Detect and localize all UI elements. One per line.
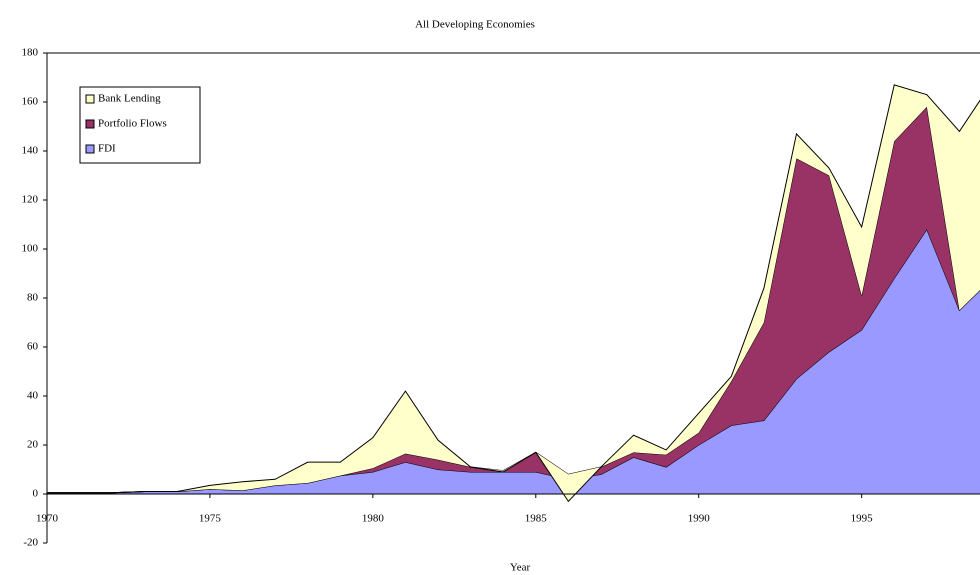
x-tick-label: 1970 bbox=[36, 513, 59, 525]
x-axis-label: Year bbox=[510, 562, 531, 574]
x-tick-label: 1985 bbox=[525, 513, 548, 525]
y-tick-label: 40 bbox=[27, 390, 39, 402]
x-tick-label: 1990 bbox=[688, 513, 711, 525]
y-tick-label: 100 bbox=[22, 243, 39, 255]
y-tick-label: 160 bbox=[22, 96, 39, 108]
area bbox=[47, 84, 980, 502]
y-tick-label: 180 bbox=[22, 47, 39, 59]
y-tick-label: 20 bbox=[27, 439, 39, 451]
area bbox=[47, 106, 980, 493]
legend-swatch bbox=[85, 119, 95, 129]
y-tick-label: -20 bbox=[23, 537, 38, 549]
y-tick-label: 120 bbox=[22, 194, 39, 206]
legend-box bbox=[79, 86, 201, 164]
legend-label: FDI bbox=[98, 143, 116, 155]
x-tick-label: 1975 bbox=[199, 513, 222, 525]
y-tick-label: 0 bbox=[33, 488, 39, 500]
legend-swatch bbox=[85, 94, 95, 104]
legend-label: Portfolio Flows bbox=[98, 118, 167, 130]
y-tick-label: 60 bbox=[27, 341, 39, 353]
legend-label: Bank Lending bbox=[98, 93, 161, 105]
area bbox=[47, 229, 980, 494]
y-tick-label: 80 bbox=[27, 292, 39, 304]
legend: Bank Lending Portfolio Flows FDI bbox=[79, 86, 201, 164]
x-tick-label: 1980 bbox=[362, 513, 385, 525]
y-tick-label: 140 bbox=[22, 145, 39, 157]
x-tick-label: 1995 bbox=[851, 513, 874, 525]
area-top-line bbox=[47, 84, 980, 503]
legend-swatch bbox=[85, 144, 95, 154]
chart-title: All Developing Economies bbox=[415, 19, 535, 31]
